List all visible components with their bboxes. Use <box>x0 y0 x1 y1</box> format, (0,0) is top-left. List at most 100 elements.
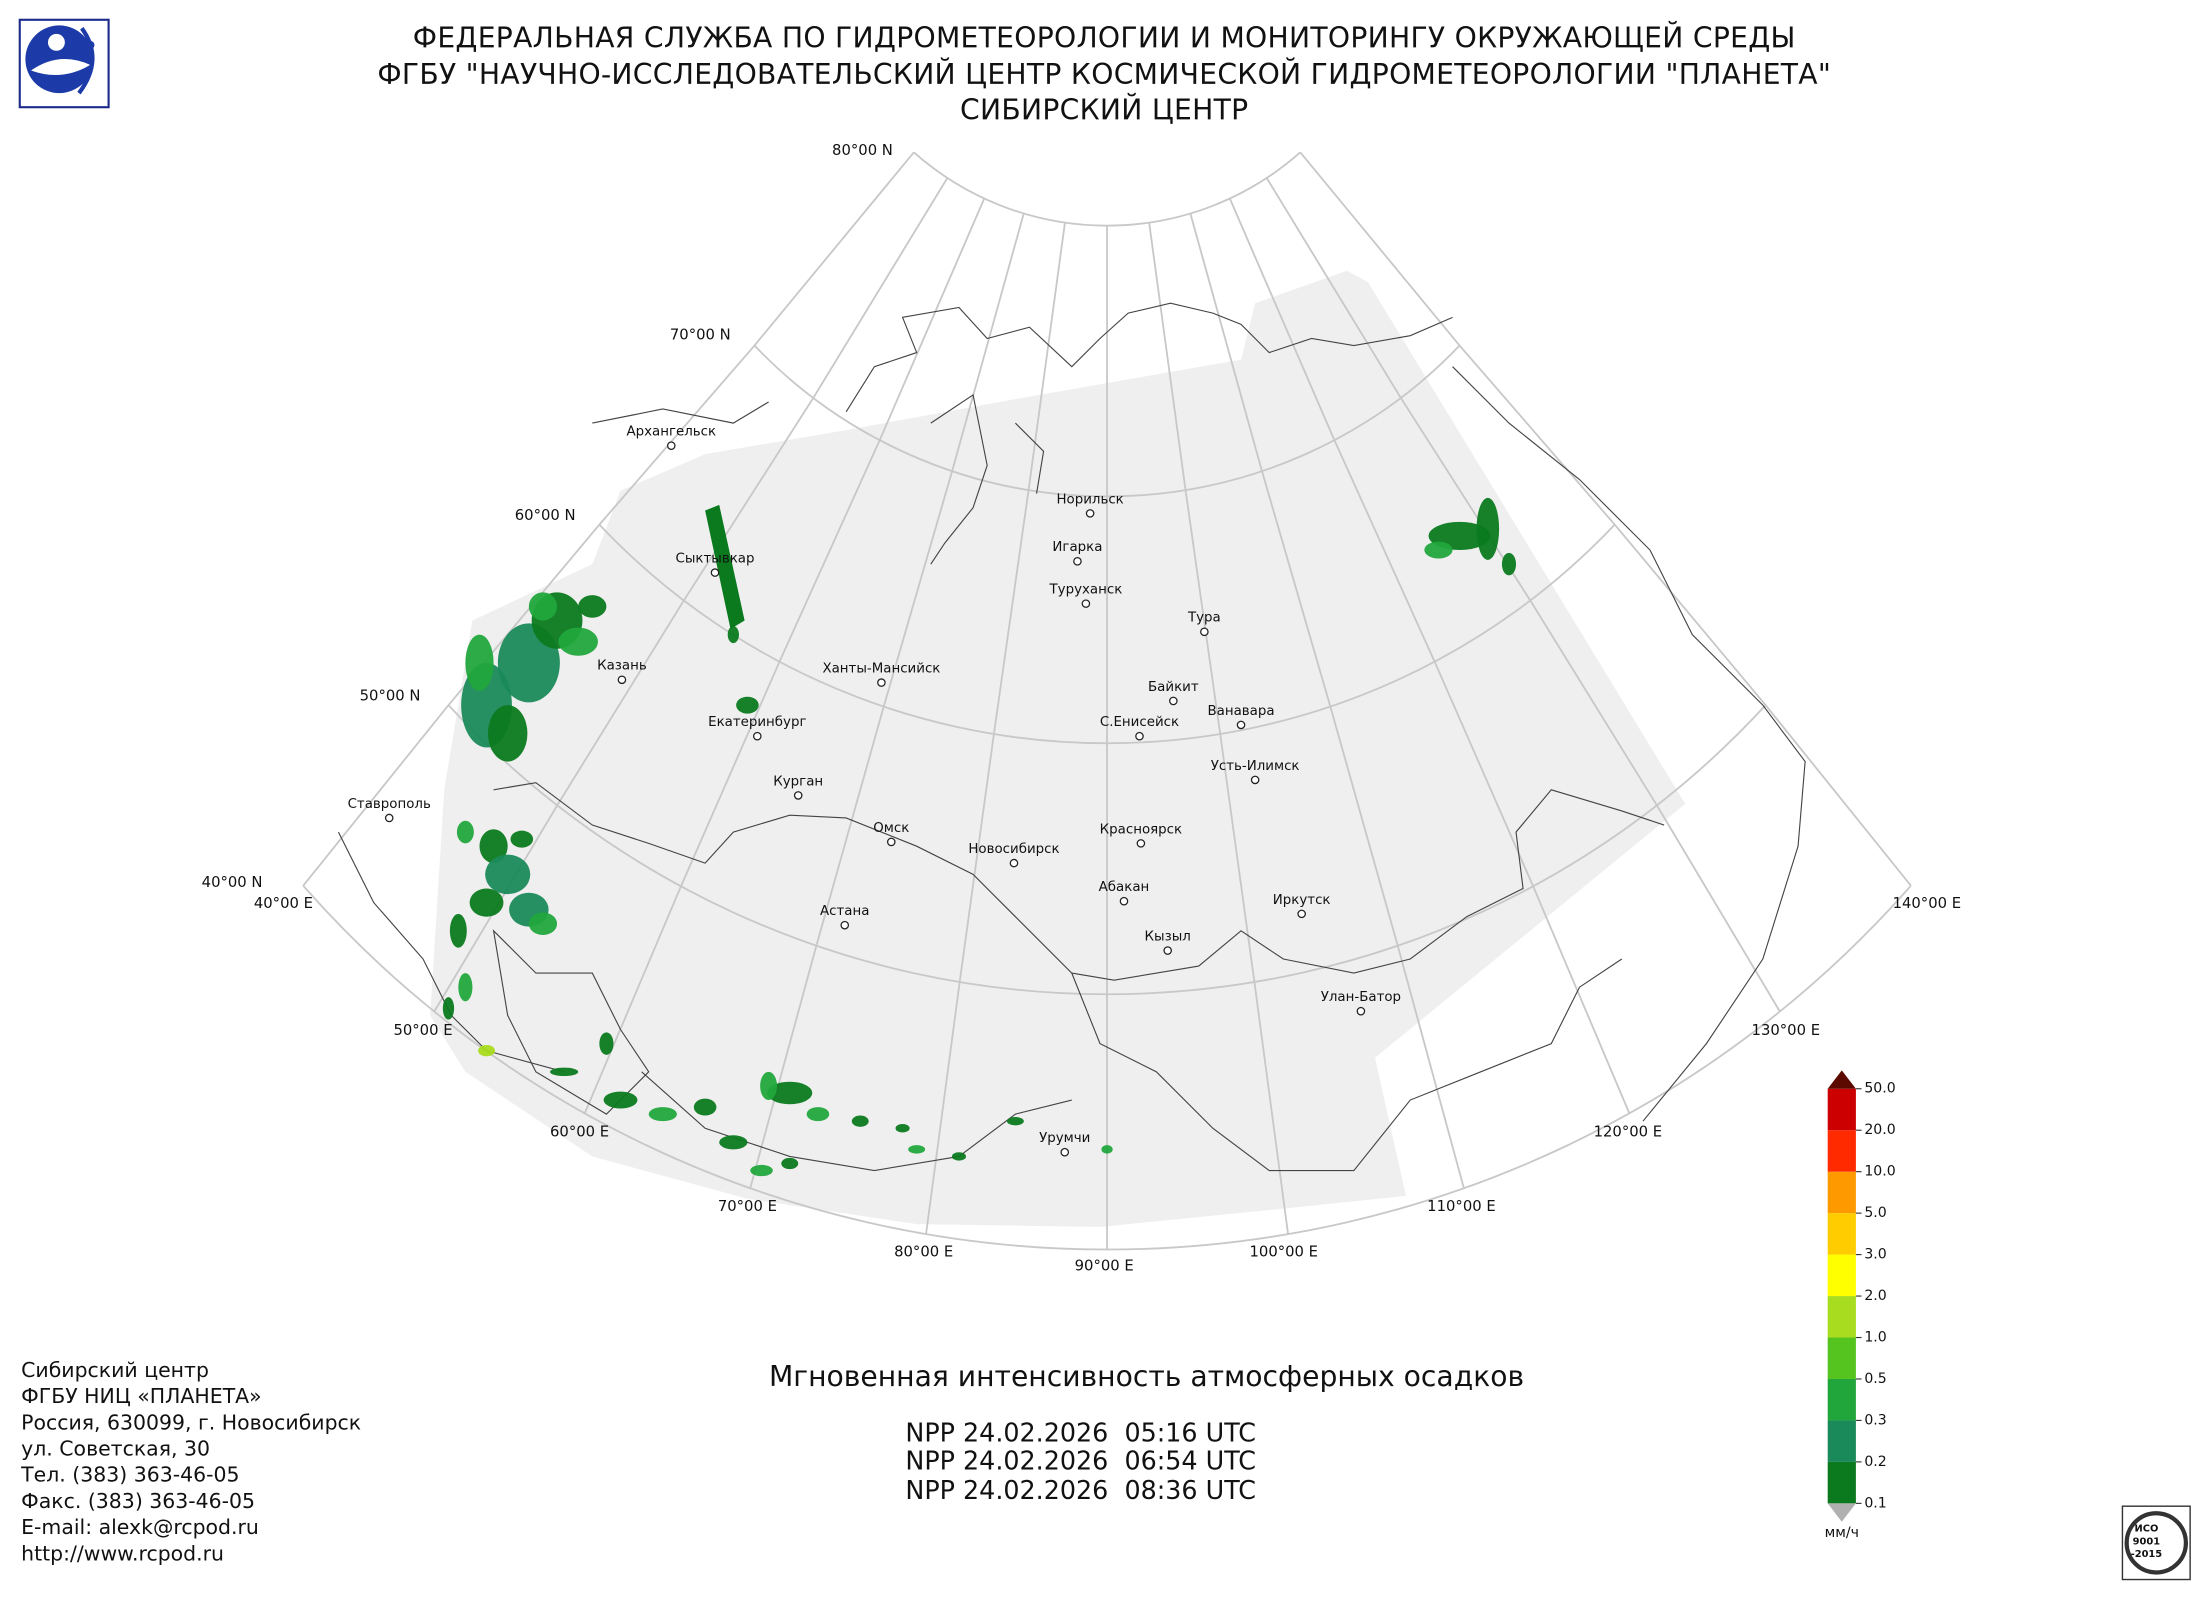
lon-label: 130°00 E <box>1752 1022 1821 1039</box>
city-marker <box>1060 1147 1070 1157</box>
city-marker <box>1250 775 1260 785</box>
city-label: Улан-Батор <box>1321 990 1401 1005</box>
coastlines <box>337 302 1806 1172</box>
precip-blob <box>442 997 455 1020</box>
meridian <box>1228 198 1631 1114</box>
iso-logo: ИСО 9001 -2015 <box>2121 1505 2191 1581</box>
colorbar-label: 0.5 <box>1864 1371 1886 1387</box>
precip-blob <box>1424 541 1453 559</box>
color-segment <box>1827 1378 1856 1421</box>
city-marker <box>710 568 720 577</box>
lon-label: 100°00 E <box>1249 1243 1318 1260</box>
city-label: Туруханск <box>1049 583 1123 598</box>
precip-blob <box>806 1107 830 1122</box>
under-triangle <box>1827 1503 1856 1522</box>
contact-line: Факс. (383) 363-46-05 <box>21 1489 255 1513</box>
meridian <box>925 222 1066 1235</box>
contact-line: Сибирский центр <box>21 1358 209 1382</box>
color-segment <box>1827 1296 1856 1338</box>
city-label: Омск <box>873 821 909 836</box>
parallel <box>913 151 1301 227</box>
colorbar-label: 10.0 <box>1864 1164 1895 1180</box>
over-triangle <box>1827 1070 1856 1089</box>
city-label: Ставрополь <box>348 797 431 812</box>
colorbar-label: 3.0 <box>1864 1247 1886 1263</box>
city-marker <box>840 920 850 930</box>
precip-blob <box>727 626 739 644</box>
city-marker <box>753 731 762 741</box>
city-marker <box>886 837 896 847</box>
meridian <box>749 213 1025 1189</box>
city-label: Ванавара <box>1207 704 1274 719</box>
city-marker <box>666 441 676 450</box>
city-marker <box>1163 946 1172 955</box>
color-segment <box>1827 1130 1856 1172</box>
city-marker <box>1200 627 1209 637</box>
city-label: Усть-Илимск <box>1211 759 1300 774</box>
precip-blob <box>599 1032 614 1055</box>
city-label: Новосибирск <box>968 841 1059 857</box>
meridian <box>302 151 915 887</box>
city-marker <box>793 791 803 800</box>
meridian <box>1299 151 1912 887</box>
city-label: Норильск <box>1056 492 1123 507</box>
city-label: Кызыл <box>1145 929 1191 944</box>
contact-line: E-mail: alexk@rcpod.ru <box>21 1515 259 1539</box>
city-label: Ханты-Мансийск <box>822 661 940 676</box>
lat-label: 70°00 N <box>670 327 731 344</box>
precip-blob <box>719 1135 748 1150</box>
color-segment <box>1827 1461 1856 1504</box>
lon-label: 40°00 E <box>254 895 313 912</box>
precip-blob <box>578 595 607 618</box>
precip-blob <box>550 1067 579 1077</box>
city-label: Игарка <box>1052 540 1102 555</box>
lon-label: 110°00 E <box>1427 1198 1496 1215</box>
city-label: Архангельск <box>626 425 716 440</box>
precip-blob <box>1476 497 1500 560</box>
city-marker <box>1085 509 1095 518</box>
contact-line: ул. Советская, 30 <box>21 1436 210 1460</box>
colorbar-label: 2.0 <box>1864 1288 1886 1304</box>
precip-blob <box>648 1107 677 1122</box>
precip-blob <box>603 1091 638 1109</box>
colorbar-label: 20.0 <box>1864 1122 1895 1138</box>
precip-blob <box>558 627 598 656</box>
city-label: Екатеринбург <box>708 714 806 730</box>
precip-blob <box>951 1152 967 1161</box>
city-label: Сыктывкар <box>676 551 755 566</box>
iso-text: ИСО <box>2134 1524 2158 1535</box>
colorbar-unit: мм/ч <box>1825 1525 1859 1541</box>
colorbar-label: 0.3 <box>1864 1412 1886 1428</box>
precip-blob <box>1501 552 1517 576</box>
lat-label: 60°00 N <box>515 507 576 524</box>
color-segment <box>1827 1171 1856 1214</box>
contact-line: ФГБУ НИЦ «ПЛАНЕТА» <box>21 1384 262 1408</box>
colorbar-label: 1.0 <box>1864 1330 1886 1346</box>
precip-blob <box>469 888 504 917</box>
contact-line: Тел. (383) 363-46-05 <box>20 1463 239 1487</box>
city-marker <box>617 675 627 685</box>
precip-swath <box>705 504 745 630</box>
lon-label: 50°00 E <box>393 1022 452 1039</box>
precip-blob <box>478 1045 495 1057</box>
precip-blob <box>767 1081 813 1105</box>
lat-label: 40°00 N <box>202 874 263 891</box>
city-label: Тура <box>1187 611 1221 626</box>
precip-blob <box>487 705 528 762</box>
coverage-area <box>430 270 1686 1227</box>
meridian <box>1148 222 1289 1235</box>
colorbar: 0.1 0.2 0.3 0.5 1.0 2.0 3.0 5.0 10.0 20.0 50.0 мм/ч <box>1825 1070 1896 1541</box>
city-label: Красноярск <box>1100 822 1182 837</box>
city-marker <box>1136 839 1146 848</box>
lon-label: 90°00 E <box>1075 1257 1134 1274</box>
precip-blob <box>736 696 759 714</box>
precipitation <box>442 497 1517 1177</box>
colorbar-label: 0.1 <box>1864 1495 1886 1511</box>
logo <box>18 18 110 109</box>
color-segment <box>1827 1088 1856 1131</box>
iso-text: -2015 <box>2131 1549 2163 1560</box>
pass-line: NPP 24.02.2026 05:16 UTC <box>905 1417 1256 1447</box>
cities: Архангельск Сыктывкар Казань Екатеринбург Ха… <box>348 425 1401 1157</box>
